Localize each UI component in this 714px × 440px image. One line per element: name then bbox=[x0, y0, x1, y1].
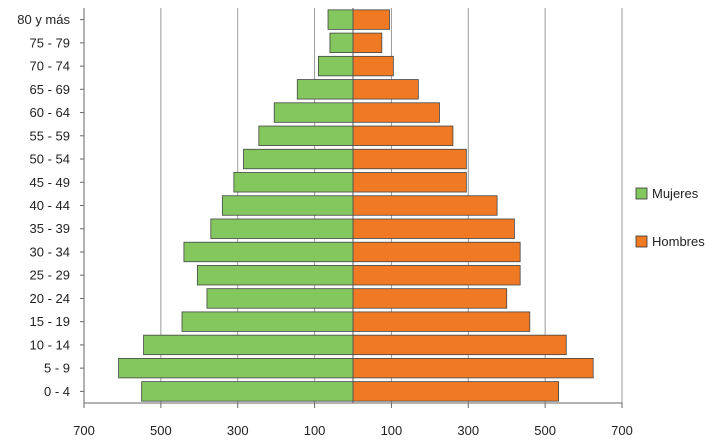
y-tick-label-12: 60 - 64 bbox=[30, 105, 70, 120]
bar-mujeres-12 bbox=[273, 102, 354, 123]
y-tick-label-4: 20 - 24 bbox=[30, 291, 70, 306]
bar-mujeres-2 bbox=[143, 334, 354, 356]
axes: 0 - 4 5 - 9 10 - 14 15 - 19 20 - 24 25 - 29 30… bbox=[17, 8, 633, 438]
bars bbox=[118, 9, 594, 402]
bar-hombres-6 bbox=[352, 241, 521, 263]
x-tick-label-1: 500 bbox=[150, 423, 172, 438]
bar-hombres-1 bbox=[352, 357, 594, 379]
bar-hombres-8 bbox=[352, 195, 498, 216]
x-tick-label-0: 700 bbox=[73, 423, 95, 438]
bar-mujeres-10 bbox=[243, 148, 354, 170]
x-tick-label-4: 100 bbox=[381, 423, 403, 438]
x-tick-label-3: 100 bbox=[304, 423, 326, 438]
y-tick-label-0: 0 - 4 bbox=[44, 384, 70, 399]
bar-mujeres-5 bbox=[196, 265, 354, 286]
y-tick-label-7: 35 - 39 bbox=[30, 221, 70, 236]
bar-mujeres-14 bbox=[318, 55, 354, 77]
legend-label-hombres: Hombres bbox=[652, 234, 705, 249]
bar-hombres-16 bbox=[352, 9, 390, 30]
bar-hombres-5 bbox=[352, 265, 521, 286]
y-tick-label-8: 40 - 44 bbox=[30, 198, 70, 213]
y-tick-label-2: 10 - 14 bbox=[30, 337, 70, 352]
y-tick-label-15: 75 - 79 bbox=[30, 35, 70, 50]
bar-hombres-2 bbox=[352, 334, 567, 356]
x-tick-label-7: 700 bbox=[611, 423, 633, 438]
legend: Mujeres Hombres bbox=[635, 186, 705, 249]
y-tick-label-14: 70 - 74 bbox=[30, 59, 70, 74]
bar-mujeres-3 bbox=[181, 311, 354, 332]
y-tick-label-11: 55 - 59 bbox=[30, 128, 70, 143]
y-tick-label-10: 50 - 54 bbox=[30, 152, 70, 167]
bar-mujeres-6 bbox=[183, 241, 354, 263]
bar-mujeres-15 bbox=[329, 32, 354, 54]
y-tick-label-13: 65 - 69 bbox=[30, 82, 70, 97]
y-tick-label-5: 25 - 29 bbox=[30, 268, 70, 283]
x-tick-label-5: 300 bbox=[457, 423, 479, 438]
y-tick-label-16: 80 y más bbox=[17, 12, 70, 27]
bar-hombres-7 bbox=[352, 218, 515, 239]
bar-mujeres-11 bbox=[258, 125, 354, 146]
x-tick-label-6: 500 bbox=[534, 423, 556, 438]
bar-mujeres-7 bbox=[210, 218, 354, 239]
bar-mujeres-16 bbox=[327, 9, 354, 30]
bar-hombres-4 bbox=[352, 288, 508, 309]
legend-swatch-hombres bbox=[635, 235, 648, 248]
y-tick-label-6: 30 - 34 bbox=[30, 244, 70, 259]
x-tick-label-2: 300 bbox=[227, 423, 249, 438]
y-tick-label-9: 45 - 49 bbox=[30, 175, 70, 190]
y-tick-label-1: 5 - 9 bbox=[44, 361, 70, 376]
legend-label-mujeres: Mujeres bbox=[652, 186, 699, 201]
bar-mujeres-13 bbox=[296, 79, 354, 100]
bar-hombres-11 bbox=[352, 125, 454, 146]
bar-hombres-15 bbox=[352, 32, 383, 54]
bar-mujeres-0 bbox=[141, 381, 354, 402]
bar-mujeres-1 bbox=[118, 357, 354, 379]
bar-hombres-14 bbox=[352, 55, 394, 77]
bar-hombres-12 bbox=[352, 102, 440, 123]
bar-hombres-3 bbox=[352, 311, 531, 332]
bar-mujeres-4 bbox=[206, 288, 354, 309]
bar-hombres-9 bbox=[352, 172, 467, 193]
y-tick-label-3: 15 - 19 bbox=[30, 314, 70, 329]
bar-hombres-13 bbox=[352, 79, 419, 100]
bar-hombres-10 bbox=[352, 148, 467, 170]
bar-mujeres-8 bbox=[221, 195, 354, 216]
bar-hombres-0 bbox=[352, 381, 559, 402]
legend-swatch-mujeres bbox=[635, 187, 648, 200]
bar-mujeres-9 bbox=[233, 172, 354, 193]
